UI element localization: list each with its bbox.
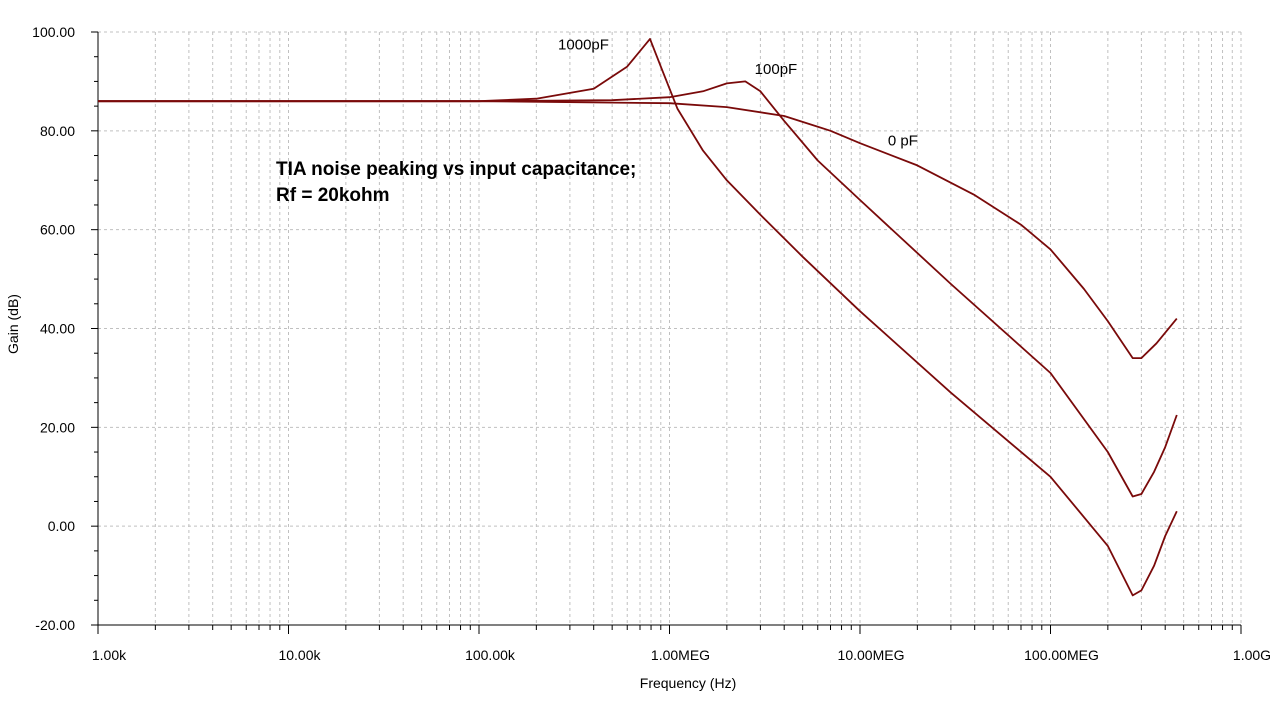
x-tick-label: 10.00k <box>278 647 321 663</box>
series-label: 0 pF <box>888 133 918 150</box>
series-label: 1000pF <box>558 36 609 53</box>
y-tick-label: 0.00 <box>48 518 75 534</box>
series-lines <box>98 38 1178 597</box>
x-axis-label: Frequency (Hz) <box>640 675 736 691</box>
x-tick-label: 100.00MEG <box>1024 647 1099 663</box>
y-axis-label: Gain (dB) <box>5 294 21 354</box>
series-line <box>98 38 1178 597</box>
grid <box>98 31 1242 625</box>
x-tick-label: 1.00G <box>1233 647 1271 663</box>
series-line <box>98 80 1178 498</box>
chart-text: TIA noise peaking vs input capacitance; … <box>5 159 736 691</box>
y-tick-label: 100.00 <box>32 24 75 40</box>
x-tick-label: 100.00k <box>465 647 516 663</box>
series-label: 100pF <box>755 61 798 78</box>
y-tick-label: 60.00 <box>40 222 75 238</box>
y-tick-label: -20.00 <box>35 617 75 633</box>
x-tick-label: 10.00MEG <box>838 647 905 663</box>
y-tick-label: 20.00 <box>40 419 75 435</box>
y-tick-label: 40.00 <box>40 321 75 337</box>
axes: 100.00 80.00 60.00 40.00 20.00 0.00 -20.00 1.00… <box>32 24 1271 663</box>
annotation-line-1: TIA noise peaking vs input capacitance; <box>276 159 636 180</box>
series-labels: 1000pF 100pF 0 pF <box>558 36 918 149</box>
x-tick-label: 1.00k <box>92 647 127 663</box>
y-tick-label: 80.00 <box>40 123 75 139</box>
annotation-line-2: Rf = 20kohm <box>276 185 390 206</box>
series-line <box>98 100 1178 359</box>
x-tick-label: 1.00MEG <box>651 647 710 663</box>
